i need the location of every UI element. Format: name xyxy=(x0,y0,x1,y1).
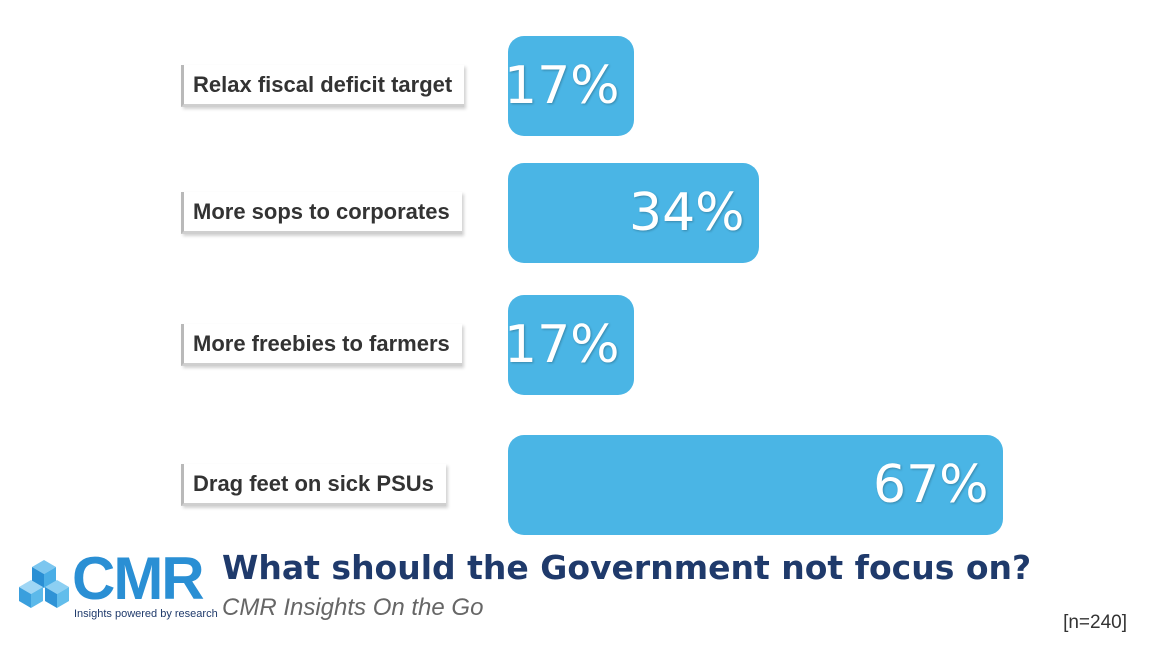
bar xyxy=(508,36,634,136)
cmr-logo: CMR Insights powered by research xyxy=(18,546,218,624)
chart-title: What should the Government not focus on? xyxy=(222,548,1032,587)
category-label: More freebies to farmers xyxy=(193,330,450,356)
category-label: Relax fiscal deficit target xyxy=(193,71,453,97)
category-label-box: Drag feet on sick PSUs xyxy=(181,464,446,506)
category-label-box: More freebies to farmers xyxy=(181,324,462,366)
bar xyxy=(508,435,1003,535)
bar xyxy=(508,163,759,263)
bar xyxy=(508,295,634,395)
sample-size-note: [n=240] xyxy=(1063,612,1127,633)
cube-cluster-icon xyxy=(19,560,69,608)
category-label: More sops to corporates xyxy=(193,198,450,224)
logo-wordmark: CMR xyxy=(72,545,205,612)
bar-value-label: 17% xyxy=(504,56,620,116)
bar-value-label: 17% xyxy=(504,315,620,375)
logo-tagline: Insights powered by research xyxy=(74,608,218,620)
bar-value-label: 34% xyxy=(629,183,745,243)
category-label: Drag feet on sick PSUs xyxy=(193,470,434,496)
category-label-box: Relax fiscal deficit target xyxy=(181,65,465,107)
bar-value-label: 67% xyxy=(873,455,989,515)
chart-subtitle: CMR Insights On the Go xyxy=(222,594,484,621)
bar-chart: Relax fiscal deficit target 17% More sops … xyxy=(181,36,1003,535)
category-label-box: More sops to corporates xyxy=(181,192,462,234)
